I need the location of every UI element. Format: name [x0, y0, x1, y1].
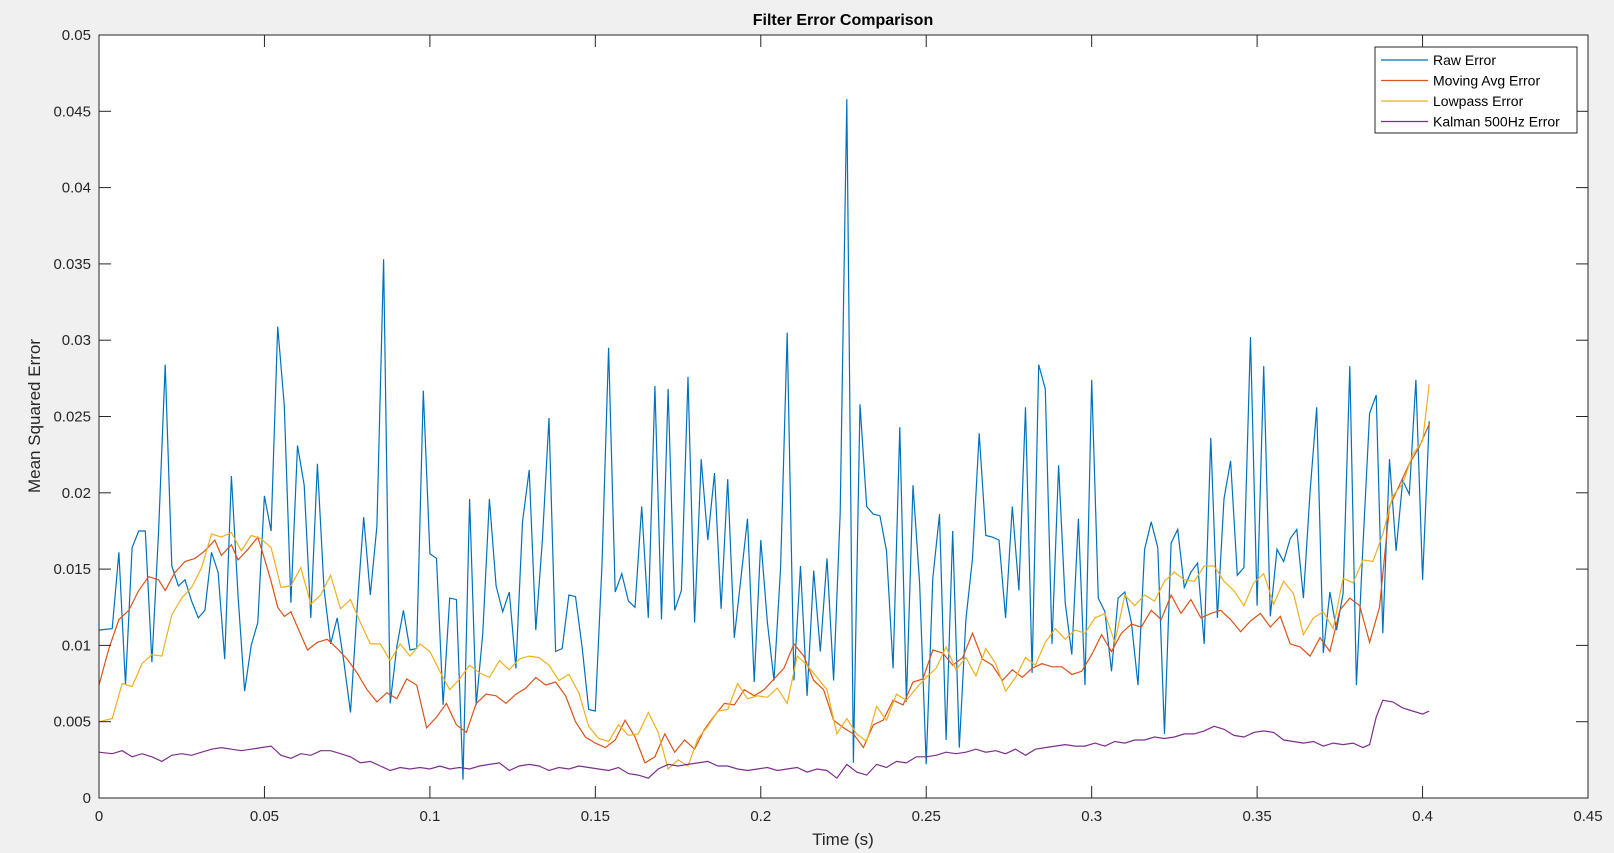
x-tick-label: 0: [95, 808, 103, 825]
axes-background: [99, 35, 1588, 798]
legend: Raw Error Moving Avg Error Lowpass Error Ka…: [1374, 46, 1578, 134]
x-tick-label: 0.35: [1243, 808, 1272, 825]
x-tick-label: 0.3: [1081, 808, 1102, 825]
x-tick-label: 0.15: [581, 808, 610, 825]
series-line-2: [98, 384, 1430, 771]
legend-label-0: Raw Error: [1433, 52, 1496, 68]
x-tick-label: 0.05: [250, 808, 279, 825]
y-tick-label: 0.025: [53, 409, 91, 426]
y-tick-label: 0.05: [62, 27, 91, 44]
chart-title: Filter Error Comparison: [753, 12, 933, 29]
series-line-0: [98, 99, 1430, 780]
y-tick-labels: 0 0.005 0.01 0.015 0.02 0.025 0.03 0.035 0.04 0.0…: [53, 27, 91, 807]
series-line-3: [98, 699, 1430, 780]
x-tick-labels: 0 0.05 0.1 0.15 0.2 0.25 0.3 0.35 0.4 0.45: [95, 808, 1603, 825]
x-tick-label: 0.1: [419, 808, 440, 825]
legend-label-2: Lowpass Error: [1433, 93, 1524, 109]
legend-label-1: Moving Avg Error: [1433, 73, 1540, 89]
legend-box: [1374, 46, 1578, 134]
plot-lines: [98, 99, 1430, 780]
y-tick-label: 0.015: [53, 561, 91, 578]
x-tick-label: 0.45: [1573, 808, 1602, 825]
y-tick-label: 0.045: [53, 103, 91, 120]
x-axis-label: Time (s): [812, 830, 874, 849]
x-tick-label: 0.2: [750, 808, 771, 825]
y-tick-label: 0.03: [62, 332, 91, 349]
y-tick-label: 0.005: [53, 714, 91, 731]
y-tick-label: 0.01: [62, 637, 91, 654]
legend-label-3: Kalman 500Hz Error: [1433, 114, 1560, 130]
y-tick-label: 0.02: [62, 485, 91, 502]
y-axis-label: Mean Squared Error: [25, 339, 44, 493]
x-tick-label: 0.25: [912, 808, 941, 825]
x-tick-label: 0.4: [1412, 808, 1433, 825]
y-tick-label: 0: [83, 790, 91, 807]
axes-box: [98, 34, 1589, 799]
series-line-1: [98, 423, 1430, 764]
y-tick-label: 0.04: [62, 180, 91, 197]
y-tick-label: 0.035: [53, 256, 91, 273]
